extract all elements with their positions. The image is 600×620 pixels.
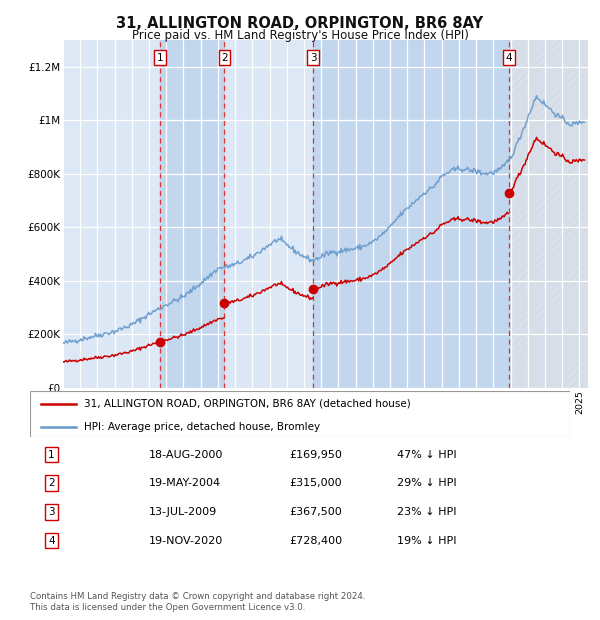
Text: 18-AUG-2000: 18-AUG-2000: [149, 450, 223, 459]
Text: 19% ↓ HPI: 19% ↓ HPI: [397, 536, 457, 546]
Text: 29% ↓ HPI: 29% ↓ HPI: [397, 478, 457, 488]
Bar: [313, 40, 509, 388]
Text: 19-MAY-2004: 19-MAY-2004: [149, 478, 221, 488]
Text: 19-NOV-2020: 19-NOV-2020: [149, 536, 223, 546]
Bar: [509, 40, 588, 388]
FancyBboxPatch shape: [30, 391, 570, 437]
Text: 1: 1: [157, 53, 163, 63]
Text: 2: 2: [221, 53, 228, 63]
Text: 2: 2: [48, 478, 55, 488]
Text: 4: 4: [505, 53, 512, 63]
Text: HPI: Average price, detached house, Bromley: HPI: Average price, detached house, Brom…: [84, 422, 320, 432]
Text: £315,000: £315,000: [289, 478, 342, 488]
Text: £728,400: £728,400: [289, 536, 343, 546]
Bar: [160, 40, 224, 388]
Text: £169,950: £169,950: [289, 450, 342, 459]
Text: Price paid vs. HM Land Registry's House Price Index (HPI): Price paid vs. HM Land Registry's House …: [131, 29, 469, 42]
Text: 4: 4: [48, 536, 55, 546]
Text: 23% ↓ HPI: 23% ↓ HPI: [397, 507, 457, 517]
Text: £367,500: £367,500: [289, 507, 342, 517]
Text: 31, ALLINGTON ROAD, ORPINGTON, BR6 8AY (detached house): 31, ALLINGTON ROAD, ORPINGTON, BR6 8AY (…: [84, 399, 411, 409]
Text: 47% ↓ HPI: 47% ↓ HPI: [397, 450, 457, 459]
Text: 13-JUL-2009: 13-JUL-2009: [149, 507, 217, 517]
Text: Contains HM Land Registry data © Crown copyright and database right 2024.
This d: Contains HM Land Registry data © Crown c…: [30, 592, 365, 611]
Text: 3: 3: [48, 507, 55, 517]
Text: 1: 1: [48, 450, 55, 459]
Text: 3: 3: [310, 53, 317, 63]
Text: 31, ALLINGTON ROAD, ORPINGTON, BR6 8AY: 31, ALLINGTON ROAD, ORPINGTON, BR6 8AY: [116, 16, 484, 30]
